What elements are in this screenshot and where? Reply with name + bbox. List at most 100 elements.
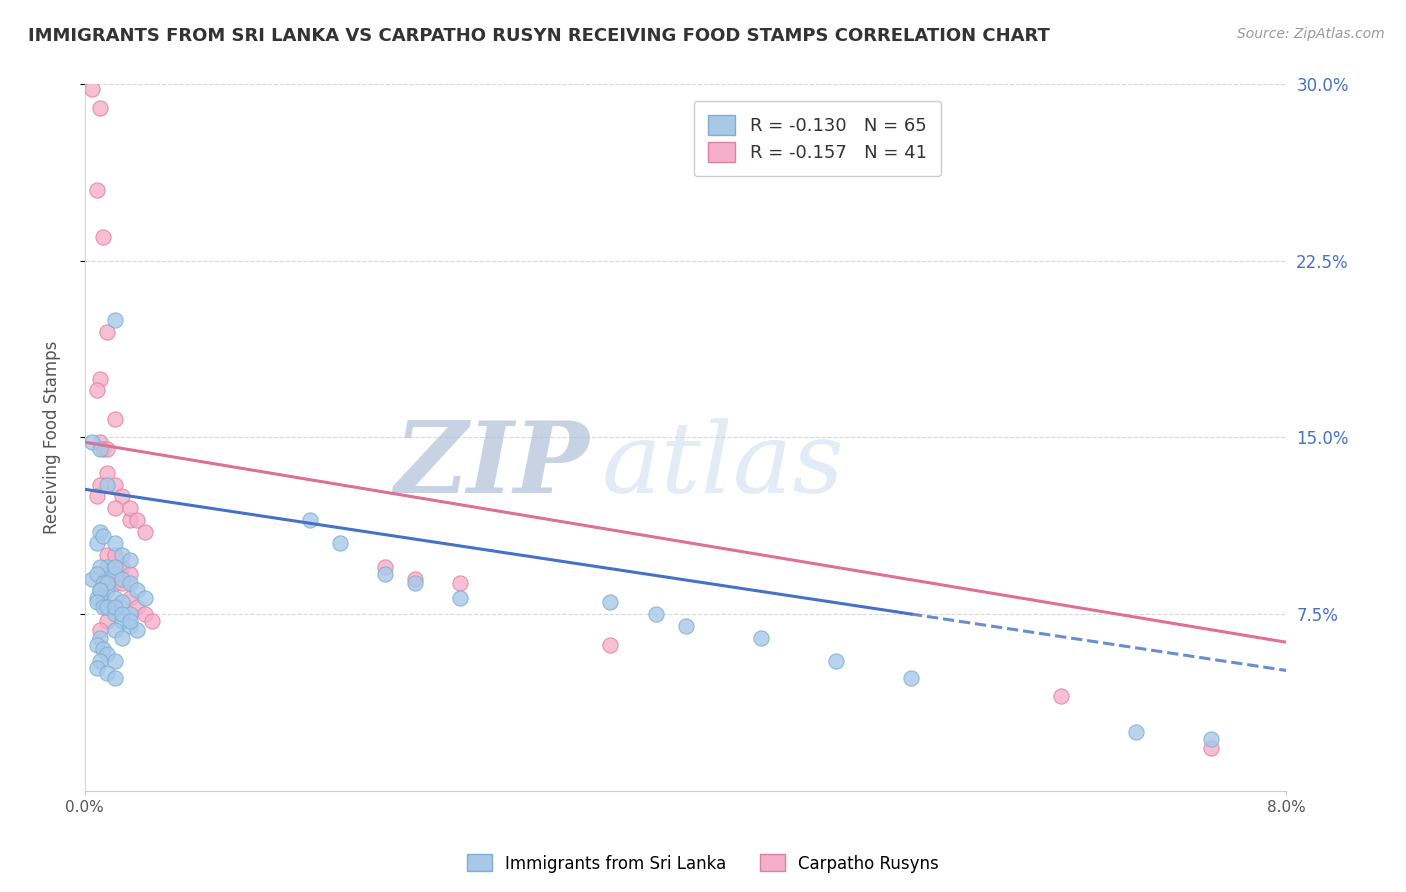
Point: [1201, 731, 1223, 746]
Point: [86, 536, 108, 550]
Point: [644, 607, 666, 621]
Point: [111, 631, 134, 645]
Point: [111, 576, 134, 591]
Point: [104, 536, 127, 550]
Point: [111, 572, 134, 586]
Point: [104, 599, 127, 614]
Point: [104, 599, 127, 614]
Point: [96, 599, 118, 614]
Point: [91, 529, 114, 543]
Point: [86, 489, 108, 503]
Point: [96, 647, 118, 661]
Point: [96, 325, 118, 339]
Point: [91, 442, 114, 457]
Point: [89, 654, 111, 668]
Point: [104, 501, 127, 516]
Point: [104, 671, 127, 685]
Point: [104, 654, 127, 668]
Point: [118, 607, 141, 621]
Point: [96, 599, 118, 614]
Point: [104, 548, 127, 562]
Point: [599, 638, 621, 652]
Point: [404, 572, 426, 586]
Point: [104, 591, 127, 605]
Point: [104, 411, 127, 425]
Point: [111, 548, 134, 562]
Point: [96, 560, 118, 574]
Point: [96, 466, 118, 480]
Point: [91, 595, 114, 609]
Text: Source: ZipAtlas.com: Source: ZipAtlas.com: [1237, 27, 1385, 41]
Point: [111, 560, 134, 574]
Point: [89, 560, 111, 574]
Point: [1201, 741, 1223, 756]
Point: [104, 477, 127, 491]
Point: [104, 576, 127, 591]
Point: [96, 442, 118, 457]
Point: [449, 576, 471, 591]
Point: [118, 553, 141, 567]
Point: [104, 607, 127, 621]
Legend: R = -0.130   N = 65, R = -0.157   N = 41: R = -0.130 N = 65, R = -0.157 N = 41: [693, 101, 941, 177]
Point: [118, 576, 141, 591]
Point: [86, 183, 108, 197]
Y-axis label: Receiving Food Stamps: Receiving Food Stamps: [44, 341, 60, 534]
Point: [127, 599, 149, 614]
Point: [89, 624, 111, 638]
Point: [91, 642, 114, 657]
Point: [900, 671, 922, 685]
Point: [96, 665, 118, 680]
Point: [127, 624, 149, 638]
Text: atlas: atlas: [602, 418, 844, 514]
Point: [299, 513, 322, 527]
Point: [134, 591, 156, 605]
Point: [118, 501, 141, 516]
Point: [749, 631, 772, 645]
Point: [89, 631, 111, 645]
Point: [96, 614, 118, 628]
Point: [675, 619, 697, 633]
Point: [127, 513, 149, 527]
Text: IMMIGRANTS FROM SRI LANKA VS CARPATHO RUSYN RECEIVING FOOD STAMPS CORRELATION CH: IMMIGRANTS FROM SRI LANKA VS CARPATHO RU…: [28, 27, 1050, 45]
Point: [374, 560, 396, 574]
Legend: Immigrants from Sri Lanka, Carpatho Rusyns: Immigrants from Sri Lanka, Carpatho Rusy…: [460, 847, 946, 880]
Point: [104, 560, 127, 574]
Point: [104, 566, 127, 581]
Point: [824, 654, 846, 668]
Point: [118, 614, 141, 628]
Point: [86, 638, 108, 652]
Point: [89, 101, 111, 115]
Point: [96, 548, 118, 562]
Point: [111, 614, 134, 628]
Point: [82, 435, 104, 450]
Point: [91, 576, 114, 591]
Point: [91, 230, 114, 244]
Point: [82, 572, 104, 586]
Point: [96, 576, 118, 591]
Point: [86, 591, 108, 605]
Point: [374, 566, 396, 581]
Point: [96, 583, 118, 598]
Point: [104, 624, 127, 638]
Point: [111, 489, 134, 503]
Point: [329, 536, 352, 550]
Point: [118, 591, 141, 605]
Point: [127, 583, 149, 598]
Point: [89, 435, 111, 450]
Point: [86, 661, 108, 675]
Point: [89, 371, 111, 385]
Point: [91, 599, 114, 614]
Point: [118, 513, 141, 527]
Point: [89, 524, 111, 539]
Point: [599, 595, 621, 609]
Point: [86, 566, 108, 581]
Point: [404, 576, 426, 591]
Point: [118, 619, 141, 633]
Point: [134, 607, 156, 621]
Point: [96, 477, 118, 491]
Point: [89, 477, 111, 491]
Point: [104, 313, 127, 327]
Point: [89, 442, 111, 457]
Point: [86, 595, 108, 609]
Point: [1125, 724, 1147, 739]
